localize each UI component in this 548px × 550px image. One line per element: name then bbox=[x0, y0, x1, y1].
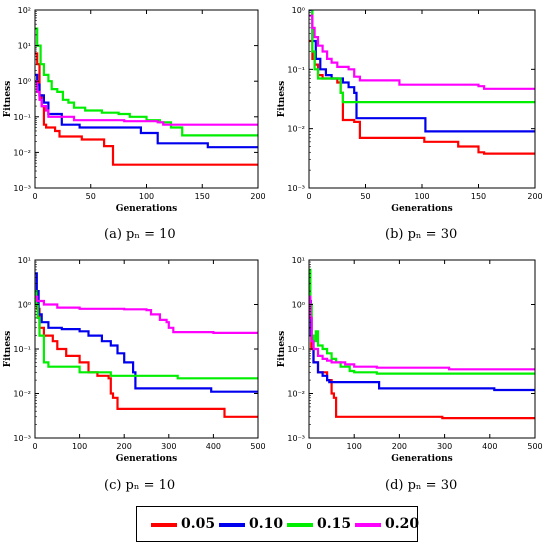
y-tick-label: 10⁻² bbox=[13, 148, 31, 157]
series-group-b bbox=[309, 10, 535, 155]
x-tick-label: 200 bbox=[392, 442, 407, 451]
x-tick-label: 100 bbox=[72, 442, 87, 451]
y-axis-label: Fitness bbox=[277, 81, 287, 117]
legend-swatch-0.05 bbox=[151, 523, 177, 527]
x-tick-label: 300 bbox=[161, 442, 176, 451]
x-tick-label: 100 bbox=[347, 442, 362, 451]
x-tick-label: 100 bbox=[414, 192, 429, 201]
x-tick-label: 200 bbox=[250, 192, 265, 201]
y-tick-label: 10⁰ bbox=[292, 301, 305, 310]
series-line-0.05 bbox=[309, 39, 535, 155]
y-axis-label: Fitness bbox=[277, 331, 287, 367]
caption-d: (d) pₙ = 30 bbox=[385, 478, 458, 493]
x-tick-label: 0 bbox=[306, 192, 311, 201]
y-tick-label: 10¹ bbox=[292, 256, 305, 265]
series-line-0.15 bbox=[311, 10, 535, 104]
series-line-0.10 bbox=[309, 299, 535, 392]
legend-label-0.15: 0.15 bbox=[317, 516, 352, 532]
series-line-0.20 bbox=[309, 14, 535, 90]
series-line-0.15 bbox=[35, 290, 258, 380]
chart-panel-d: 0 100 200 300 400 500 10⁻³ 10⁻² 10⁻¹ 10⁰ 10¹ Genera… bbox=[277, 256, 543, 464]
x-tick-label: 400 bbox=[482, 442, 497, 451]
y-tick-label: 10⁻³ bbox=[13, 184, 31, 193]
series-line-0.20 bbox=[309, 295, 535, 371]
y-axis-label: Fitness bbox=[3, 81, 13, 117]
y-tick-label: 10⁰ bbox=[18, 77, 31, 86]
plot-frame bbox=[308, 259, 536, 439]
series-line-0.10 bbox=[35, 272, 258, 393]
series-line-0.20 bbox=[35, 80, 258, 126]
y-tick-label: 10⁻³ bbox=[287, 184, 305, 193]
legend-label-0.05: 0.05 bbox=[181, 516, 216, 532]
y-tick-label: 10¹ bbox=[18, 256, 31, 265]
series-line-0.15 bbox=[35, 27, 258, 137]
x-axis-label: Generations bbox=[391, 454, 452, 464]
legend-label-0.10: 0.10 bbox=[249, 516, 284, 532]
series-group-c bbox=[35, 272, 258, 418]
x-tick-label: 200 bbox=[527, 192, 542, 201]
x-tick-label: 150 bbox=[195, 192, 210, 201]
legend-swatch-0.10 bbox=[219, 523, 245, 527]
y-axis-label: Fitness bbox=[3, 331, 13, 367]
y-tick-label: 10⁻³ bbox=[287, 434, 305, 443]
legend: 0.05 0.10 0.15 0.20 bbox=[136, 506, 420, 542]
x-axis-label: Generations bbox=[116, 204, 177, 214]
chart-panel-b: 0 50 100 150 200 10⁻³ 10⁻² 10⁻¹ 10⁰ Generations Fi… bbox=[277, 6, 543, 214]
x-tick-label: 200 bbox=[117, 442, 132, 451]
x-tick-label: 0 bbox=[32, 442, 37, 451]
y-tick-label: 10⁻¹ bbox=[287, 65, 305, 74]
y-tick-label: 10⁻¹ bbox=[13, 113, 31, 122]
legend-swatch-0.15 bbox=[287, 523, 313, 527]
legend-label-0.20: 0.20 bbox=[385, 516, 420, 532]
series-group-d bbox=[309, 268, 535, 420]
y-tick-label: 10⁻¹ bbox=[13, 345, 31, 354]
x-tick-label: 500 bbox=[527, 442, 542, 451]
series-group-a bbox=[35, 27, 258, 166]
caption-b: (b) pₙ = 30 bbox=[385, 227, 458, 242]
x-axis-label: Generations bbox=[391, 204, 452, 214]
y-tick-label: 10⁻² bbox=[13, 390, 31, 399]
x-tick-label: 150 bbox=[471, 192, 486, 201]
x-tick-label: 50 bbox=[360, 192, 370, 201]
y-tick-label: 10⁻³ bbox=[13, 434, 31, 443]
caption-a: (a) pₙ = 10 bbox=[104, 227, 176, 242]
y-tick-label: 10⁻² bbox=[287, 125, 305, 134]
x-tick-label: 300 bbox=[437, 442, 452, 451]
y-tick-label: 10⁰ bbox=[292, 6, 305, 15]
x-tick-label: 500 bbox=[250, 442, 265, 451]
chart-panel-a: 0 50 100 150 200 10⁻³ 10⁻² 10⁻¹ 10⁰ 10¹ 10² Generat… bbox=[3, 6, 266, 214]
y-tick-label: 10¹ bbox=[18, 42, 31, 51]
y-tick-label: 10⁻² bbox=[287, 390, 305, 399]
x-tick-label: 0 bbox=[306, 442, 311, 451]
x-tick-label: 0 bbox=[32, 192, 37, 201]
series-line-0.20 bbox=[35, 295, 258, 334]
x-tick-label: 100 bbox=[139, 192, 154, 201]
x-tick-label: 400 bbox=[206, 442, 221, 451]
series-line-0.05 bbox=[35, 290, 258, 418]
caption-c: (c) pₙ = 10 bbox=[104, 478, 176, 493]
y-tick-label: 10⁰ bbox=[18, 301, 31, 310]
x-axis-label: Generations bbox=[116, 454, 177, 464]
legend-swatch-0.20 bbox=[355, 523, 381, 527]
chart-panel-c: 0 100 200 300 400 500 10⁻³ 10⁻² 10⁻¹ 10⁰ 10¹ Genera… bbox=[3, 256, 266, 464]
y-tick-label: 10² bbox=[18, 6, 31, 15]
y-tick-label: 10⁻¹ bbox=[287, 345, 305, 354]
x-tick-label: 50 bbox=[86, 192, 96, 201]
series-line-0.15 bbox=[309, 268, 535, 375]
